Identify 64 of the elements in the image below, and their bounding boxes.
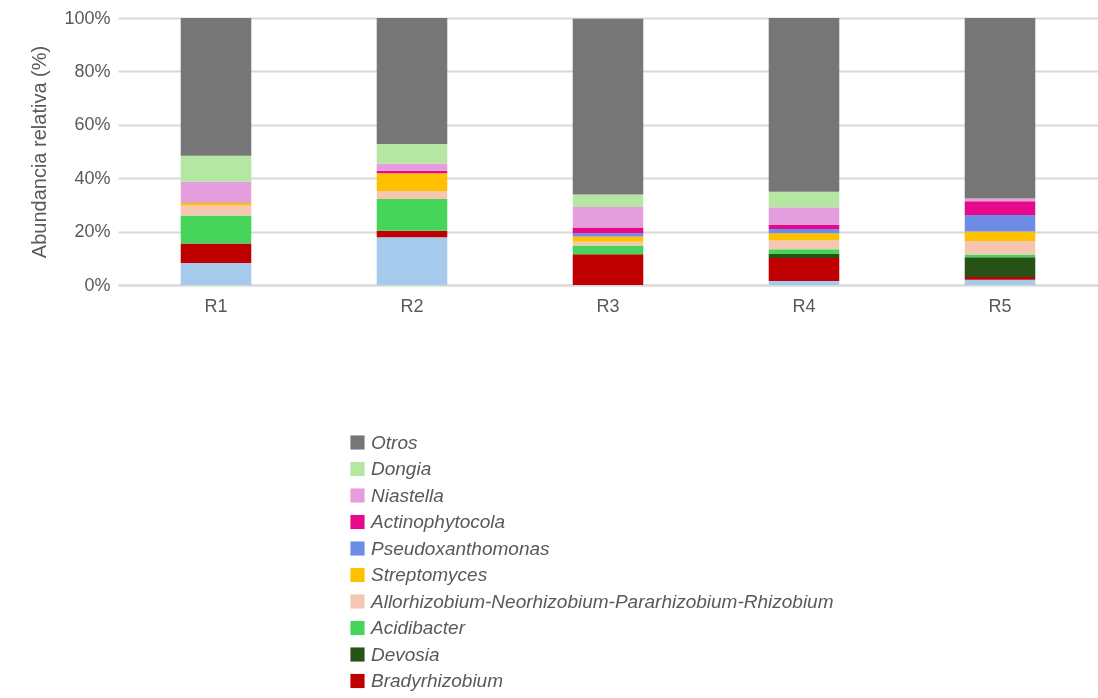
y-tick-label: 80% (74, 60, 111, 81)
bar (180, 18, 252, 156)
bar (572, 207, 644, 228)
bar (180, 155, 252, 182)
bar (768, 258, 840, 281)
x-tick-label: R3 (596, 295, 620, 316)
bar (376, 163, 448, 171)
y-tick-label: 100% (64, 7, 111, 28)
bar (376, 191, 448, 200)
y-tick-label: 0% (84, 274, 111, 295)
bar (768, 224, 840, 229)
bar (964, 18, 1036, 199)
bar (964, 279, 1036, 285)
bar (572, 236, 644, 242)
bar (180, 243, 252, 264)
bar (964, 215, 1036, 232)
legend-label: Otros (371, 431, 418, 453)
bar (180, 181, 252, 204)
bar (964, 231, 1036, 241)
bar (768, 240, 840, 250)
bar (376, 199, 448, 231)
bar (572, 194, 644, 208)
y-tick-label: 20% (74, 221, 111, 242)
legend-label: Bradyrhizobium (371, 670, 503, 691)
bar (964, 198, 1036, 202)
bar (768, 249, 840, 255)
bar (376, 18, 448, 145)
legend-label: Acidibacter (370, 617, 466, 638)
bar (376, 144, 448, 164)
x-tick-label: R5 (988, 295, 1012, 316)
legend-label: Streptomyces (371, 564, 488, 585)
bar (572, 233, 644, 237)
bar (376, 237, 448, 285)
y-tick-label: 40% (74, 167, 111, 188)
bar (180, 205, 252, 216)
legend-label: Actinophytocola (370, 511, 506, 532)
bar (964, 257, 1036, 277)
legend-label: Pseudoxanthomonas (371, 537, 551, 559)
bar (572, 254, 644, 285)
bar (768, 228, 840, 234)
bar (768, 254, 840, 259)
legend-label: Allorhizobium-Neorhizobium-Pararhizobium-Rhizobium (370, 590, 834, 612)
bar (376, 173, 448, 192)
legend-label: Dongia (371, 458, 432, 479)
bar (964, 201, 1036, 216)
bar (768, 233, 840, 241)
bar (768, 281, 840, 285)
bar (768, 207, 840, 225)
bar (180, 215, 252, 244)
bar (964, 240, 1036, 255)
x-tick-label: R1 (204, 295, 228, 316)
legend-label: Niastella (371, 484, 444, 506)
x-tick-label: R4 (792, 295, 816, 316)
y-tick-label: 60% (74, 114, 111, 135)
bar (572, 245, 644, 255)
legend-label: Devosia (371, 643, 440, 665)
bar (768, 191, 840, 208)
bar (572, 18, 644, 195)
y-axis-title: Abundancia relativa (%) (28, 45, 51, 259)
bar (180, 263, 252, 285)
bar (376, 230, 448, 238)
bar (964, 276, 1036, 280)
x-tick-label: R2 (400, 295, 424, 316)
bar (768, 18, 840, 192)
